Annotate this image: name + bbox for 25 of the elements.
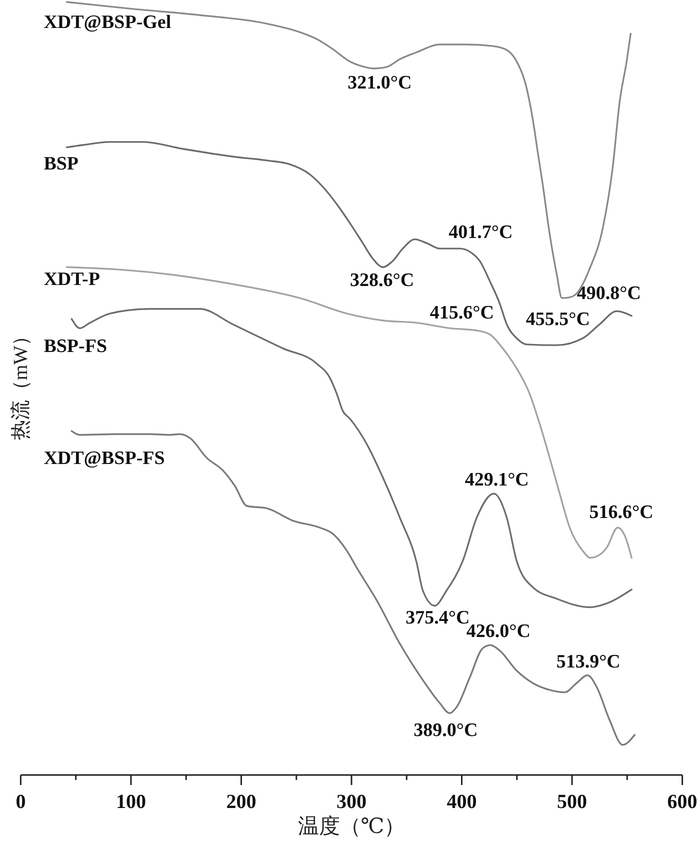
annotation: 321.0°C xyxy=(348,72,412,93)
x-tick-label: 200 xyxy=(226,791,256,813)
annotation: 429.1°C xyxy=(464,469,529,490)
annotation: 415.6°C xyxy=(430,302,494,324)
series-label: XDT@BSP-Gel xyxy=(44,12,172,32)
series-label: XDT@BSP-FS xyxy=(44,448,165,469)
annotation: 455.5°C xyxy=(526,308,590,330)
x-tick-label: 0 xyxy=(16,791,26,813)
x-tick-label: 300 xyxy=(336,791,366,813)
annotation: 328.6°C xyxy=(350,270,414,291)
x-tick-label: 400 xyxy=(446,791,477,813)
annotation: 389.0°C xyxy=(414,720,478,741)
annotation: 490.8°C xyxy=(576,282,641,304)
annotation: 513.9°C xyxy=(556,650,620,672)
x-tick-label: 600 xyxy=(667,791,698,813)
series-label: XDT-P xyxy=(44,268,100,290)
x-tick-label: 500 xyxy=(557,791,588,813)
series-label: BSP xyxy=(44,152,79,174)
annotation: 375.4°C xyxy=(406,607,470,628)
series-label: BSP-FS xyxy=(44,335,108,356)
x-tick-label: 100 xyxy=(116,791,146,813)
y-axis-title: 热流（mW） xyxy=(10,326,32,440)
x-axis-title: 温度（℃） xyxy=(298,814,406,838)
annotation: 401.7°C xyxy=(448,222,513,243)
annotation: 516.6°C xyxy=(589,501,654,522)
